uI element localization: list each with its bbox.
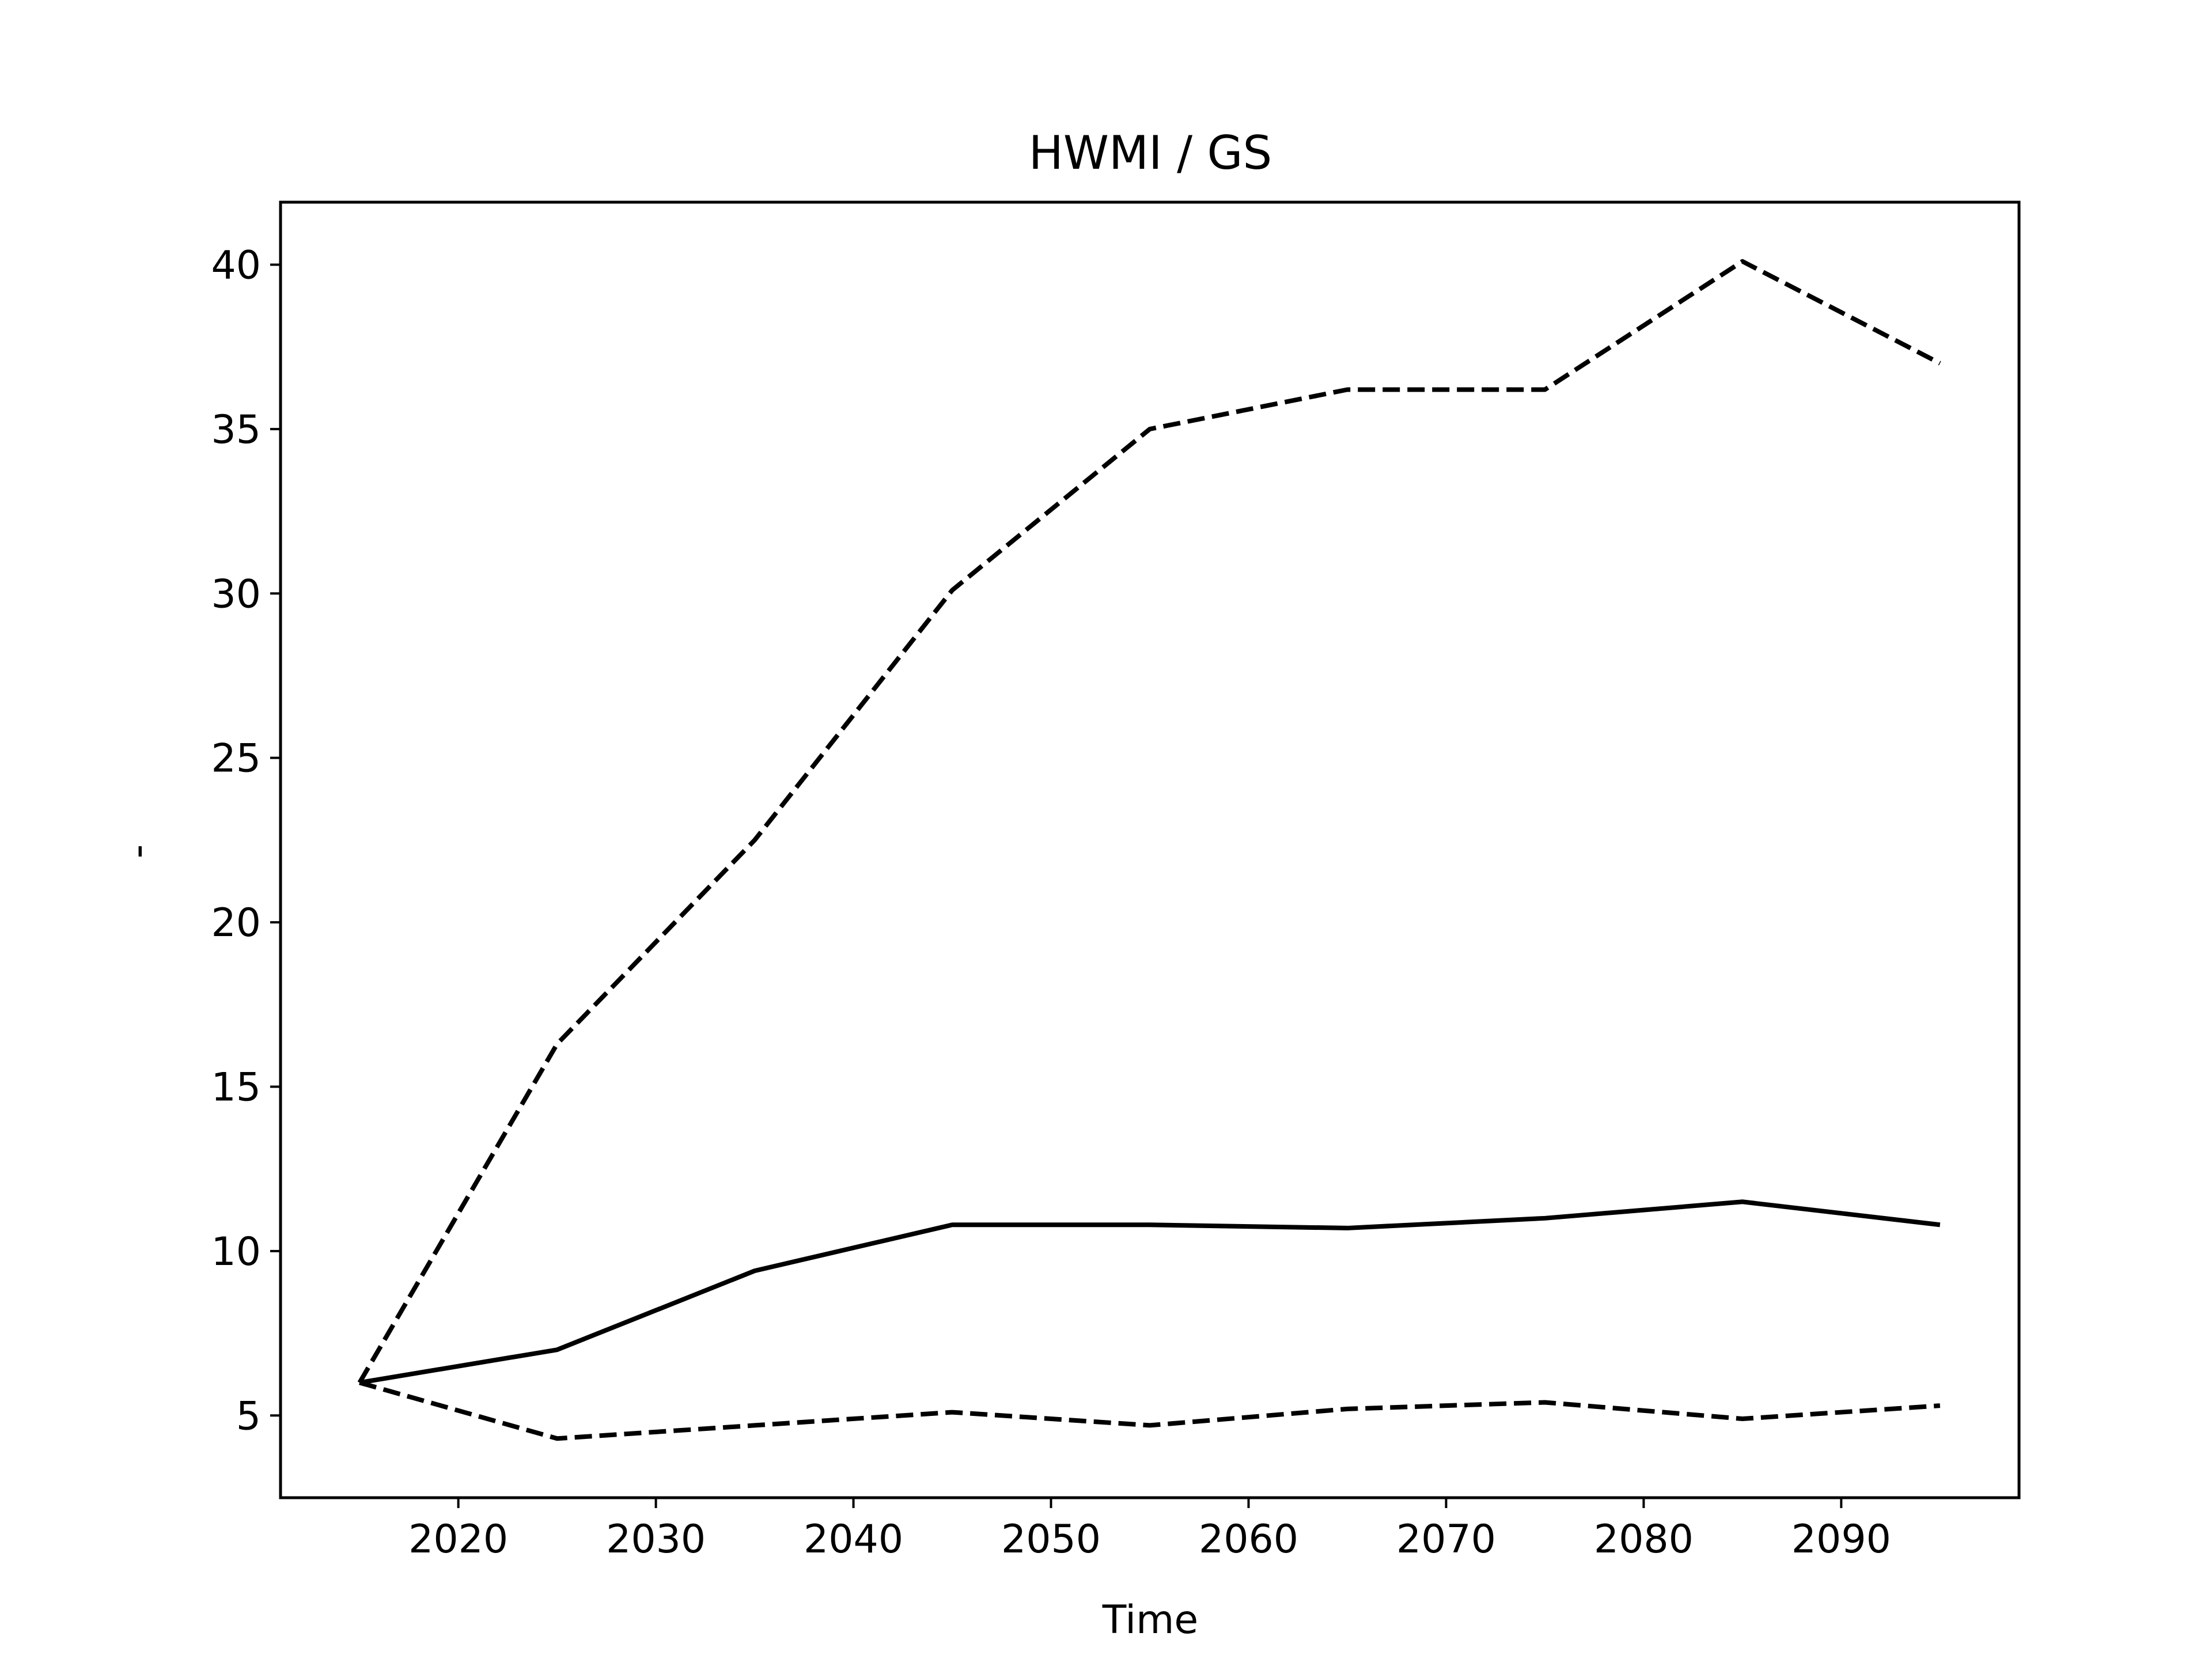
y-tick-label: 20 bbox=[211, 900, 261, 946]
x-tick-label: 2030 bbox=[606, 1517, 706, 1562]
series-line-3 bbox=[359, 1380, 1941, 1441]
x-axis-label: Time bbox=[1102, 1597, 1198, 1643]
x-tick-label: 2040 bbox=[804, 1517, 903, 1562]
y-tick-label: 35 bbox=[211, 407, 261, 453]
x-tick-label: 2050 bbox=[1001, 1517, 1101, 1562]
y-tick-label: 25 bbox=[211, 736, 261, 782]
y-axis-label: - bbox=[115, 844, 161, 859]
y-tick-label: 30 bbox=[211, 571, 261, 617]
x-tick-label: 2020 bbox=[408, 1517, 508, 1562]
chart-title: HWMI / GS bbox=[1029, 126, 1272, 180]
y-tick-label: 40 bbox=[211, 243, 261, 288]
y-tick-label: 10 bbox=[211, 1229, 261, 1275]
x-tick-label: 2080 bbox=[1594, 1517, 1694, 1562]
x-tick-label: 2090 bbox=[1791, 1517, 1891, 1562]
y-tick-label: 5 bbox=[236, 1393, 261, 1439]
series-line-2 bbox=[359, 1199, 1941, 1385]
y-tick-label: 15 bbox=[211, 1065, 261, 1110]
x-tick-label: 2070 bbox=[1396, 1517, 1496, 1562]
axis-ticks: 2020 2030 2040 2050 2060 2070 2080 2090 5 10 15 20 2… bbox=[211, 243, 1891, 1562]
series-line-1 bbox=[357, 259, 1941, 1384]
series-layer bbox=[357, 259, 1941, 1441]
x-tick-label: 2060 bbox=[1199, 1517, 1298, 1562]
plot-frame bbox=[279, 200, 2021, 1499]
